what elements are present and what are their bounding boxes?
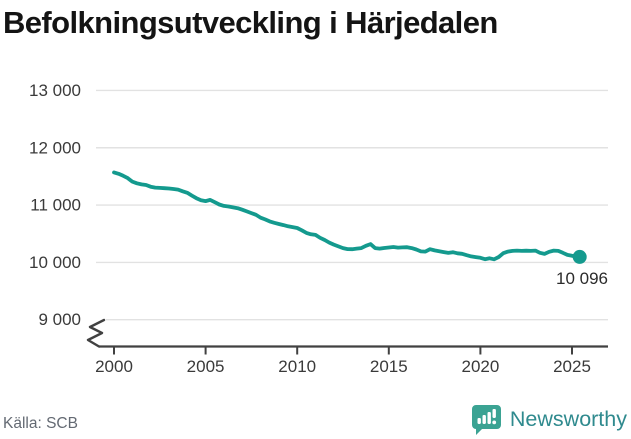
x-tick-label: 2000 [95,357,133,376]
y-tick-label: 9 000 [38,310,81,329]
population-line [112,170,582,262]
x-tick-label: 2015 [370,357,408,376]
end-point-marker [572,249,587,264]
x-tick-label: 2005 [187,357,225,376]
y-tick-label: 13 000 [29,81,81,100]
y-tick-label: 10 000 [29,253,81,272]
end-value-label: 10 096 [556,269,608,288]
newsworthy-wordmark: Newsworthy [509,407,627,431]
newsworthy-logo[interactable]: Newsworthy [471,404,627,435]
chart-title: Befolkningsutveckling i Härjedalen [3,5,498,40]
x-tick-label: 2010 [278,357,316,376]
axis-break-icon [86,318,106,348]
x-tick-label: 2020 [461,357,499,376]
y-tick-label: 12 000 [29,138,81,157]
bar-chart-glyph [477,409,497,425]
y-tick-label: 11 000 [30,196,81,215]
speech-bubble-shape [471,405,501,435]
source-note: Källa: SCB [3,415,78,432]
newsworthy-icon [471,405,501,435]
x-tick-label: 2025 [553,357,591,376]
